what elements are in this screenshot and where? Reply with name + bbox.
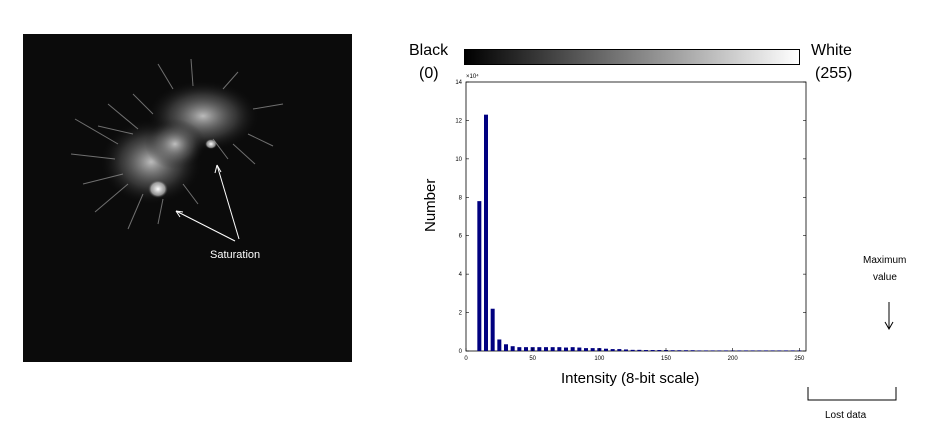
histogram-bar: [790, 350, 795, 352]
histogram-bar: [710, 350, 715, 352]
histogram-bar: [690, 350, 695, 351]
histogram-bar: [490, 308, 495, 351]
histogram-bar: [684, 350, 688, 351]
histogram-bar: [744, 350, 748, 352]
black-label: Black: [409, 42, 449, 59]
y-tick-label: 8: [459, 195, 463, 201]
histogram-bar: [504, 344, 508, 351]
histogram-bar: [644, 350, 648, 351]
histogram-bar: [737, 350, 742, 352]
histogram-bar: [590, 348, 595, 351]
y-tick-label: 2: [459, 311, 463, 317]
histogram-bar: [717, 350, 722, 352]
histogram-bar: [577, 347, 582, 351]
histogram-bar: [484, 114, 488, 352]
histogram-bar: [624, 349, 628, 351]
histogram-bar: [584, 348, 588, 351]
arrow-right: [216, 164, 240, 240]
white-value-label: (255): [815, 65, 853, 82]
saturation-spot: [148, 180, 168, 198]
histogram-bar: [750, 350, 755, 352]
saturation-label: Saturation: [210, 249, 261, 261]
histogram-bar: [704, 350, 708, 352]
y-tick-label: 10: [455, 157, 462, 163]
histogram-bar: [724, 350, 728, 352]
x-tick-label: 150: [661, 356, 672, 362]
histogram-bar: [770, 350, 775, 352]
histogram-bar: [510, 346, 515, 351]
histogram-bar: [757, 350, 762, 352]
down-arrow-icon: [884, 302, 894, 331]
histogram-bar: [557, 347, 562, 351]
histogram-bar: [650, 350, 655, 351]
y-tick-label: 6: [459, 234, 463, 240]
micrograph-image: Saturation: [23, 34, 352, 362]
x-tick-label: 50: [529, 356, 536, 362]
histogram-bar: [570, 347, 575, 351]
x-axis-label: Intensity (8-bit scale): [561, 370, 700, 387]
y-tick-label: 4: [459, 272, 463, 278]
histogram-bar: [497, 339, 502, 351]
y-multiplier-label: ×10⁴: [466, 73, 479, 80]
lost-data-bracket: [807, 387, 897, 401]
histogram-bar: [657, 350, 662, 351]
histogram-bar: [550, 347, 555, 351]
intensity-gradient-bar: [464, 49, 800, 65]
histogram-bar: [777, 350, 782, 352]
lost-data-label: Lost data: [825, 410, 867, 421]
y-axis-label: Number: [422, 178, 439, 232]
y-tick-label: 14: [455, 80, 462, 86]
micrograph-cells: [70, 58, 284, 242]
histogram-bar: [537, 347, 542, 351]
histogram-bar: [784, 350, 788, 352]
histogram-bar: [524, 347, 528, 351]
y-tick-label: 12: [455, 118, 462, 124]
x-tick-label: 0: [464, 356, 468, 362]
histogram-bar: [604, 348, 608, 351]
histogram-bar: [610, 349, 615, 351]
histogram-bar: [670, 350, 675, 351]
histogram-bar: [677, 350, 682, 351]
x-tick-label: 100: [594, 356, 605, 362]
histogram-bar: [517, 347, 522, 351]
maximum-value-label: Maximum: [863, 255, 907, 266]
maximum-value-label-line2: value: [873, 272, 897, 283]
arrow-left: [175, 210, 236, 242]
histogram-bar: [544, 347, 548, 351]
histogram-bar: [564, 347, 568, 351]
x-tick-label: 250: [794, 356, 805, 362]
plot-frame: [465, 81, 807, 352]
y-tick-label: 0: [459, 349, 463, 355]
histogram-bar: [617, 349, 622, 351]
histogram-bar: [630, 349, 635, 351]
histogram-bar: [697, 350, 702, 352]
histogram-bar: [764, 350, 768, 352]
white-label: White: [811, 42, 852, 59]
histogram-bar: [477, 201, 482, 351]
black-value-label: (0): [419, 65, 439, 82]
histogram-bar: [637, 349, 642, 351]
x-tick-label: 200: [728, 356, 739, 362]
